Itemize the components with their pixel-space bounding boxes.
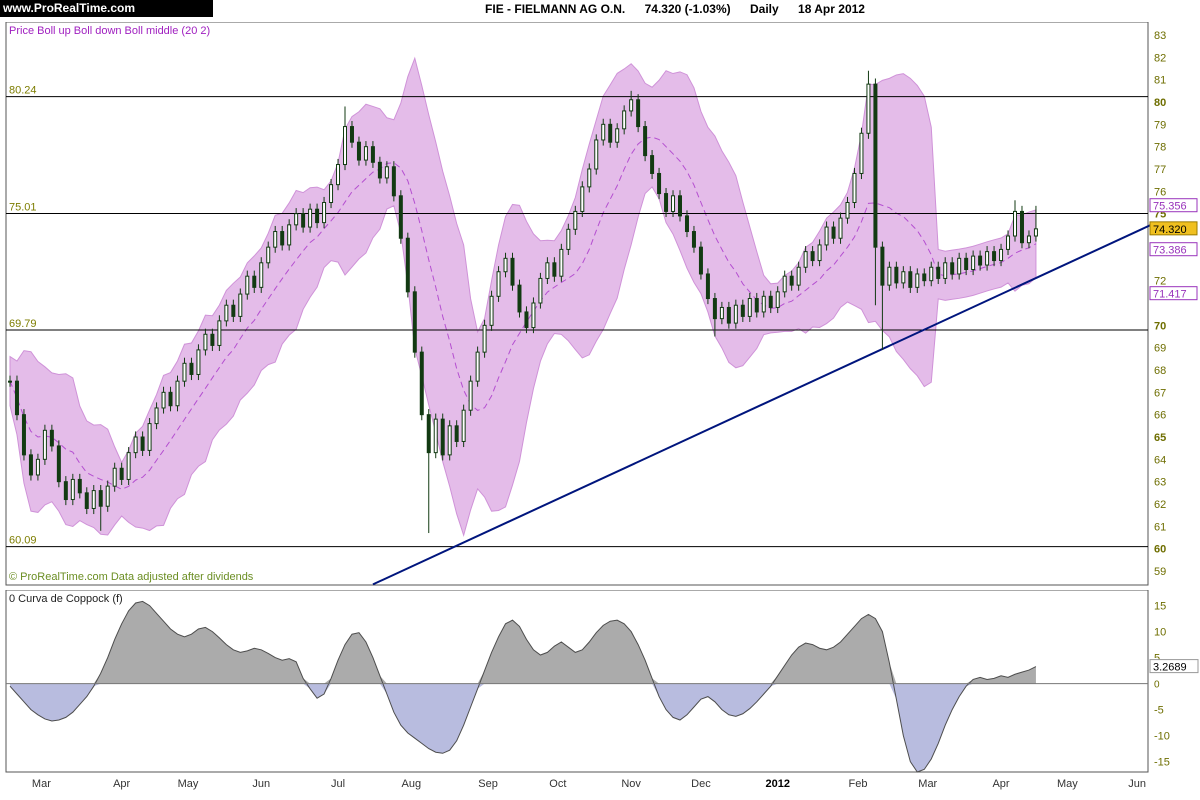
bollinger-value-tag [1149,286,1198,301]
price-axis-tick: 60 [1154,544,1166,556]
coppock-value-text: 3.2689 [1153,662,1187,674]
last-price-tag [1149,221,1198,236]
price-axis-tick: 78 [1154,142,1166,154]
indicator-zero-label: 0 [1154,680,1160,691]
x-axis-month-label: Apr [113,778,130,790]
level-price-label: 80.24 [9,85,37,97]
x-axis-month-label: May [178,778,199,790]
date-label: 18 Apr 2012 [798,2,865,16]
x-axis-month-label: 2012 [765,778,789,790]
x-axis-month-label: Jun [252,778,270,790]
x-axis-month-label: May [1057,778,1078,790]
price-axis-tick: 66 [1154,410,1166,422]
price-axis-tick: 79 [1154,119,1166,131]
candlesticks [8,70,1038,534]
coppock-line [9,600,1037,773]
indicator-axis-tick: 5 [1154,653,1160,665]
coppock-negative-area [10,683,1036,772]
bollinger-middle-line [9,136,1037,490]
price-chart-canvas[interactable]: 80.24 75.01 69.79 60.09 Price Boll up Boll d… [0,22,1200,588]
copyright-watermark: © ProRealTime.com Data adjusted after di… [9,571,254,583]
x-axis-month-label: Oct [549,778,566,790]
symbol-title: FIE - FIELMANN AG O.N. [485,2,626,16]
bollinger-value-tag [1149,198,1198,213]
coppock-positive-area [10,601,1036,684]
x-axis-month-label: Mar [918,778,937,790]
price-axis-tick: 67 [1154,387,1166,399]
price-axis-tick: 61 [1154,521,1166,533]
x-axis-month-label: Apr [992,778,1009,790]
x-axis-month-label: Jun [1128,778,1146,790]
price-indicator-legend[interactable]: Price Boll up Boll down Boll middle (20 … [9,25,210,37]
x-axis-month-label: Nov [621,778,641,790]
x-axis-month-label: Mar [32,778,51,790]
price-axis-tick: 76 [1154,186,1166,198]
x-axis-month-label: Feb [848,778,867,790]
x-axis-month-label: Dec [691,778,711,790]
price-axis-tick: 64 [1154,454,1166,466]
coppock-value-tag [1149,659,1199,674]
price-axis-tick: 63 [1154,477,1166,489]
timeframe-label: Daily [750,2,779,16]
price-axis-tick: 62 [1154,499,1166,511]
price-axis-tick: 70 [1154,320,1166,332]
level-price-label: 75.01 [9,201,37,213]
price-axis-tick: 59 [1154,566,1166,578]
price-axis-tick: 77 [1154,164,1166,176]
x-axis-month-label: Sep [478,778,498,790]
price-tag-value: 73.386 [1153,245,1187,257]
indicator-axis-tick: -10 [1154,731,1170,743]
price-axis-tick: 69 [1154,343,1166,355]
price-tag-value: 75.356 [1153,201,1187,213]
indicator-axis-tick: 10 [1154,627,1166,639]
indicator-axis-tick: 15 [1154,601,1166,613]
x-axis-month-label: Jul [331,778,345,790]
coppock-indicator-legend[interactable]: 0 Curva de Coppock (f) [9,593,123,605]
price-tag-value: 74.320 [1153,224,1187,236]
price-axis-tick: 65 [1154,432,1166,444]
price-axis-tick: 68 [1154,365,1166,377]
price-axis-tick: 82 [1154,52,1166,64]
price-axis-tick: 83 [1154,30,1166,42]
level-price-label: 69.79 [9,318,37,330]
ascending-trendline[interactable] [372,223,1152,586]
price-axis-tick: 80 [1154,97,1166,109]
indicator-axis-tick: -5 [1154,705,1164,717]
last-price-change: 74.320 (-1.03%) [644,2,731,16]
coppock-chart-canvas[interactable]: 0 Curva de Coppock (f) 15 10 5 -5 -10 -15 0 3.26… [0,590,1200,800]
level-price-label: 60.09 [9,535,37,547]
price-tag-value: 71.417 [1153,289,1187,301]
chart-title: FIE - FIELMANN AG O.N. 74.320 (-1.03%) D… [150,0,1200,18]
price-axis-tick: 81 [1154,75,1166,87]
price-axis-tick: 72 [1154,276,1166,288]
header-bar: www.ProRealTime.com FIE - FIELMANN AG O.… [0,0,1200,18]
x-axis-month-label: Aug [402,778,422,790]
indicator-axis-tick: -15 [1154,757,1170,769]
bollinger-value-tag [1149,242,1198,257]
prorealtime-logo: www.ProRealTime.com [0,0,213,17]
